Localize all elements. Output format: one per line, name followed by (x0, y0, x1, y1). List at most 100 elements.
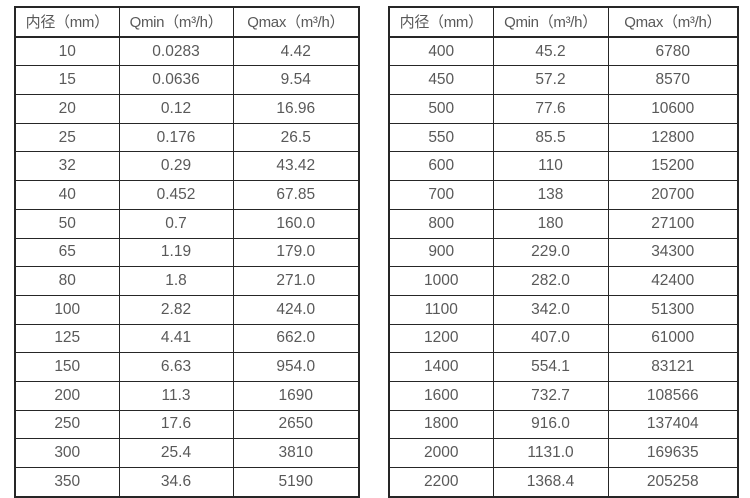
table-cell: 0.7 (118, 208, 234, 239)
table-cell: 0.176 (118, 122, 234, 153)
table-cell: 700 (388, 180, 494, 210)
table-row: 65 1.19 179.0 (14, 237, 360, 268)
table-cell: 42400 (607, 266, 739, 296)
table-cell: 342.0 (492, 294, 609, 325)
table-cell: 1800 (388, 409, 494, 440)
table-cell: 85.5 (492, 122, 609, 153)
table-cell: 1368.4 (492, 466, 609, 498)
table-cell: 160.0 (232, 208, 360, 239)
flow-rate-table-large-diameters: 内径（mm） Qmin（m³/h） Qmax（m³/h） 400 45.2 6780 45… (388, 6, 739, 498)
table-row: 25 0.176 26.5 (14, 122, 360, 153)
table-cell: 8570 (607, 65, 739, 96)
table-cell: 0.452 (118, 180, 234, 210)
table-cell: 3810 (232, 438, 360, 468)
table-cell: 229.0 (492, 237, 609, 268)
table-cell: 50 (14, 208, 120, 239)
table-cell: 51300 (607, 294, 739, 325)
table-cell: 900 (388, 237, 494, 268)
table-row: 1000 282.0 42400 (388, 266, 739, 296)
table-cell: 138 (492, 180, 609, 210)
table-cell: 67.85 (232, 180, 360, 210)
table-cell: 25.4 (118, 438, 234, 468)
table-row: 50 0.7 160.0 (14, 208, 360, 239)
table-cell: 2000 (388, 438, 494, 468)
table-cell: 40 (14, 180, 120, 210)
flow-rate-table-small-diameters: 内径（mm） Qmin（m³/h） Qmax（m³/h） 10 0.0283 4.42 1… (14, 6, 360, 498)
table-row: 15 0.0636 9.54 (14, 65, 360, 96)
column-header-2: Qmax（m³/h） (607, 6, 739, 38)
table-cell: 450 (388, 65, 494, 96)
table-cell: 271.0 (232, 266, 360, 296)
table-cell: 1131.0 (492, 438, 609, 468)
table-cell: 0.29 (118, 151, 234, 182)
table-cell: 205258 (607, 466, 739, 498)
table-cell: 250 (14, 409, 120, 440)
table-row: 32 0.29 43.42 (14, 151, 360, 182)
table-cell: 0.0636 (118, 65, 234, 96)
table-cell: 83121 (607, 352, 739, 382)
table-row: 350 34.6 5190 (14, 466, 360, 498)
table-cell: 15200 (607, 151, 739, 182)
table-cell: 25 (14, 122, 120, 153)
table-row: 1400 554.1 83121 (388, 352, 739, 382)
table-cell: 12800 (607, 122, 739, 153)
table-cell: 1.8 (118, 266, 234, 296)
table-row: 1100 342.0 51300 (388, 294, 739, 325)
table-row: 500 77.6 10600 (388, 94, 739, 124)
table-cell: 0.0283 (118, 36, 234, 67)
table-cell: 108566 (607, 380, 739, 411)
table-row: 900 229.0 34300 (388, 237, 739, 268)
table-cell: 4.41 (118, 323, 234, 354)
table-cell: 400 (388, 36, 494, 67)
table-cell: 43.42 (232, 151, 360, 182)
table-row: 550 85.5 12800 (388, 122, 739, 153)
table-cell: 137404 (607, 409, 739, 440)
table-cell: 65 (14, 237, 120, 268)
table-cell: 169635 (607, 438, 739, 468)
column-header-0: 内径（mm） (388, 6, 494, 38)
table-cell: 732.7 (492, 380, 609, 411)
table-row: 800 180 27100 (388, 208, 739, 239)
table-row: 125 4.41 662.0 (14, 323, 360, 354)
table-cell: 32 (14, 151, 120, 182)
table-cell: 10 (14, 36, 120, 67)
table-row: 10 0.0283 4.42 (14, 36, 360, 67)
table-cell: 15 (14, 65, 120, 96)
table-cell: 10600 (607, 94, 739, 124)
table-cell: 0.12 (118, 94, 234, 124)
table-cell: 1100 (388, 294, 494, 325)
table-cell: 179.0 (232, 237, 360, 268)
table-row: 80 1.8 271.0 (14, 266, 360, 296)
table-row: 1600 732.7 108566 (388, 380, 739, 411)
table-cell: 1400 (388, 352, 494, 382)
table-row: 450 57.2 8570 (388, 65, 739, 96)
table-cell: 11.3 (118, 380, 234, 411)
table-cell: 916.0 (492, 409, 609, 440)
table-cell: 800 (388, 208, 494, 239)
table-cell: 20700 (607, 180, 739, 210)
table-row: 200 11.3 1690 (14, 380, 360, 411)
table-row: 700 138 20700 (388, 180, 739, 210)
table-row: 250 17.6 2650 (14, 409, 360, 440)
table-cell: 45.2 (492, 36, 609, 67)
table-cell: 2200 (388, 466, 494, 498)
table-row: 600 110 15200 (388, 151, 739, 182)
table-cell: 1.19 (118, 237, 234, 268)
table-cell: 26.5 (232, 122, 360, 153)
table-cell: 4.42 (232, 36, 360, 67)
table-row: 40 0.452 67.85 (14, 180, 360, 210)
table-cell: 180 (492, 208, 609, 239)
table-cell: 6.63 (118, 352, 234, 382)
table-cell: 6780 (607, 36, 739, 67)
column-header-0: 内径（mm） (14, 6, 120, 38)
table-cell: 34.6 (118, 466, 234, 498)
table-row: 1800 916.0 137404 (388, 409, 739, 440)
table-cell: 2650 (232, 409, 360, 440)
table-row: 100 2.82 424.0 (14, 294, 360, 325)
table-cell: 57.2 (492, 65, 609, 96)
table-cell: 2.82 (118, 294, 234, 325)
column-header-1: Qmin（m³/h） (492, 6, 609, 38)
table-cell: 954.0 (232, 352, 360, 382)
table-cell: 1690 (232, 380, 360, 411)
table-row: 1200 407.0 61000 (388, 323, 739, 354)
